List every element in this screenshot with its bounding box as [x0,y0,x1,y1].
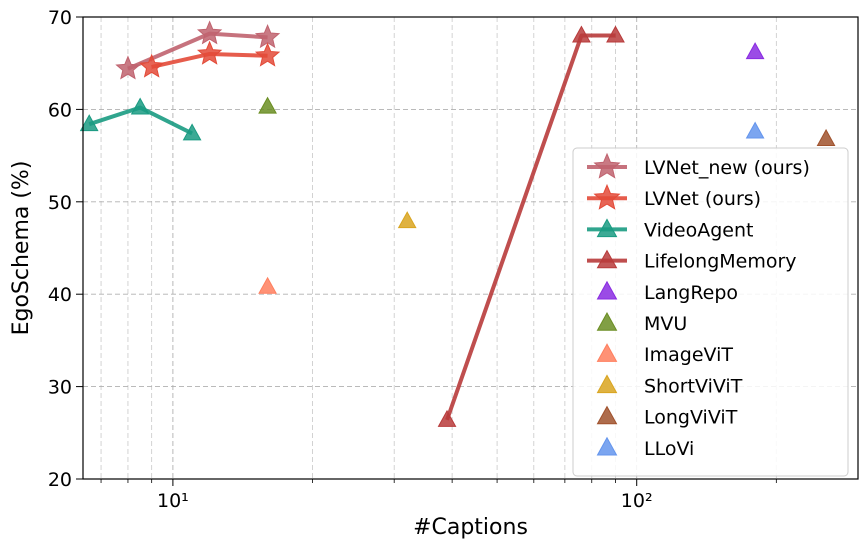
data-point [258,276,277,294]
legend-label: LangRepo [644,282,738,304]
legend-label: MVU [644,313,687,335]
legend-label: LifelongMemory [644,251,797,273]
data-point [196,20,223,45]
series-imagevit [258,276,277,294]
legend-item-llovi: LLoVi [596,436,694,460]
legend-label: LLoVi [644,438,694,460]
y-tick-label: 60 [48,99,72,121]
y-tick-label: 40 [48,284,72,306]
legend-label: LVNet (ours) [644,188,761,210]
data-point [606,25,625,43]
legend-marker [596,343,618,362]
x-tick-label: 10² [621,490,653,512]
legend-marker [596,249,618,269]
y-axis-label: EgoSchema (%) [9,161,34,336]
legend-item-longvivit: LongViViT [596,405,738,429]
data-point [182,123,202,141]
axis-ticks: 10¹ 10² 20 30 40 50 60 70 [48,7,777,512]
data-point [397,211,417,229]
legend-label: VideoAgent [644,219,753,241]
data-point [196,40,223,65]
plot-frame [82,16,859,480]
data-point [254,42,281,67]
series-lvnet-ours [139,40,281,78]
series-lvnet-new-ours [115,20,281,80]
legend: LVNet_new (ours) LVNet (ours) VideoAgent Li… [572,147,849,477]
series-videoagent [79,97,202,141]
data-point [816,128,836,146]
series-langrepo [745,42,765,60]
y-tick-label: 30 [48,377,72,399]
legend-item-imagevit: ImageViT [596,343,733,366]
legend-item-lifelongmemory: LifelongMemory [587,249,797,273]
series-mvu [258,96,277,114]
legend-label: ShortViViT [644,375,743,397]
legend-item-mvu: MVU [596,311,687,335]
series-lifelongmemory [437,25,625,427]
data-point [130,97,150,115]
legend-label: LVNet_new (ours) [644,157,810,179]
data-point [745,121,765,139]
legend-marker [596,436,618,456]
data-point [79,114,99,132]
legend-marker [596,218,618,238]
series-llovi [745,121,765,139]
legend-marker [596,374,618,394]
data-point [115,55,141,80]
data-point [745,42,765,60]
y-tick-label: 20 [48,469,72,491]
data-point [258,96,277,114]
series-shortvivit [397,211,417,229]
plot-series [79,20,836,427]
legend-label: LongViViT [644,407,738,429]
legend-marker [596,311,618,331]
legend-item-lvnet-new-ours: LVNet_new (ours) [587,152,810,179]
legend-box [572,147,849,477]
legend-marker [596,405,618,425]
series-longvivit [816,128,836,146]
x-axis-label: #Captions [413,515,528,540]
y-tick-label: 50 [48,192,72,214]
legend-item-shortvivit: ShortViViT [596,374,743,397]
legend-item-langrepo: LangRepo [596,280,738,304]
data-point [139,53,165,78]
legend-marker [593,183,621,210]
legend-marker [596,280,618,300]
legend-item-videoagent: VideoAgent [587,218,753,241]
x-tick-label: 10¹ [157,490,189,512]
data-point [572,25,591,43]
data-point [437,409,457,427]
y-tick-label: 70 [48,7,72,29]
legend-item-lvnet-ours: LVNet (ours) [587,183,761,210]
legend-marker [593,152,621,179]
legend-label: ImageViT [644,344,733,366]
